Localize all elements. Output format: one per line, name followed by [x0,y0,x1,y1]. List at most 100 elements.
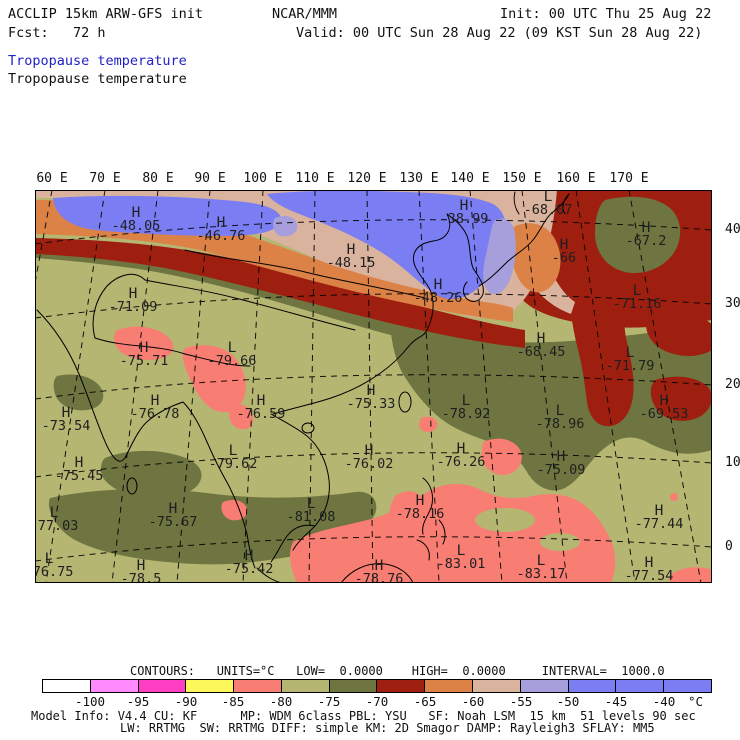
map-area: 60 E 70 E 80 E 90 E 100 E 110 E 120 E 130 E 140 … [35,171,740,583]
pressure-center-letter: H [364,443,374,459]
longitude-tick-label: 90 E [194,171,226,186]
pressure-center-value: -75.45 [54,468,104,484]
pressure-center-value: -83.17 [516,566,566,582]
pressure-center-value: -48.05 [111,218,161,234]
pressure-center-letter: H [139,340,149,356]
pressure-center-letter: L [49,505,59,521]
pressure-center-value: -68.45 [516,344,566,360]
pressure-center-value: -78.16 [395,506,445,522]
pressure-center-letter: L [555,403,565,419]
longitude-tick-label: 60 E [36,171,68,186]
pressure-center-marker: L -79.66 [207,341,257,369]
colorbar-cell [425,680,474,692]
pressure-center-value: -66 [551,250,577,266]
pressure-center-value: -75.67 [148,514,198,530]
pressure-center-value: -71.09 [108,299,158,315]
pressure-center-letter: H [536,331,546,347]
pressure-center-letter: H [168,501,178,517]
pressure-center-marker: H -78.16 [395,493,445,522]
pressure-center-marker: L -83.17 [516,554,566,582]
pressure-center-letter: H [346,242,356,258]
pressure-center-marker: L -71.79 [605,345,655,374]
pressure-center-value: -79.66 [207,353,257,369]
pressure-center-value: -71.79 [605,358,655,374]
longitude-tick-label: 100 E [243,171,283,186]
pressure-center-value: -69.53 [639,406,689,422]
longitude-tick-label: 130 E [399,171,439,186]
pressure-center-marker: H -69.53 [639,393,689,422]
colorbar-tick-label: -45 [604,694,628,709]
pressure-center-letter: H [131,205,141,221]
colorbar-cell [90,680,139,692]
pressure-center-marker: H -48.15 [326,242,376,271]
colorbar-cell [473,680,521,692]
pressure-center-value: -46.76 [196,228,246,244]
pressure-center-letter: H [366,383,376,399]
pressure-center-letter: H [256,393,266,409]
field-title-blue: Tropopause temperature [8,53,187,69]
pressure-center-letter: H [433,277,443,293]
pressure-center-letter: H [150,393,160,409]
pressure-center-letter: H [654,503,664,519]
pressure-center-letter: L [625,345,635,361]
pressure-center-marker: H -76.78 [131,393,180,421]
pressure-center-value: -75.33 [346,396,396,412]
pressure-center-letter: H [415,493,425,509]
colorbar-cell [281,680,330,692]
pressure-center-letter: L [456,543,466,559]
pressure-center-value: -75.71 [119,353,169,369]
pressure-center-marker: H -78.76 [354,558,404,583]
field-title-black: Tropopause temperature [8,71,187,87]
pressure-center-marker: L -68.07 [524,191,573,217]
colorbar-tick-label: -80 [269,694,293,709]
colorbar-cell [329,680,378,692]
model-name: ACCLIP 15km ARW-GFS init [8,6,204,22]
latitude-tick-label: 40 N [725,221,740,237]
pressure-center-letter: L [44,551,54,567]
pressure-center-value: -48.15 [326,255,376,271]
pressure-center-marker: H -73.54 [42,406,91,433]
colorbar-cell [186,680,235,692]
pressure-center-marker: H -78.5 [121,558,162,582]
pressure-center-marker: L -81.08 [287,497,336,524]
longitude-tick-label: 80 E [142,171,174,186]
pressure-center-marker: H -46.76 [196,216,246,244]
longitude-tick-label: 120 E [347,171,387,186]
init-time: Init: 00 UTC Thu 25 Aug 22 [500,6,712,22]
colorbar-tick-label: -50 [556,694,580,709]
colorbar-tick-label: -75 [317,694,341,709]
pressure-center-value: -77.54 [624,568,674,583]
pressure-center-value: -76.02 [344,456,394,472]
org-name: NCAR/MMM [272,6,338,22]
pressure-center-letter: L [461,393,471,409]
latlon-grid [36,191,711,582]
pressure-center-marker: H -48.26 [414,277,463,305]
pressure-center-value: -77.03 [36,518,79,534]
pressure-center-value: -71.16 [612,296,662,312]
latitude-tick-label: 0 [725,538,733,554]
pressure-center-value: -78.76 [354,571,404,583]
pressure-center-letter: H [459,198,469,214]
model-info-line2: LW: RRTMG SW: RRTMG DIFF: simple KM: 2D … [120,721,655,735]
pressure-center-letter: H [456,441,466,457]
pressure-center-marker: H -71.09 [108,287,158,315]
pressure-center-letter: H [644,555,654,571]
pressure-center-letter: H [244,548,254,564]
colorbar-tick-label: -95 [126,694,150,709]
colorbar-tick-label: -90 [174,694,198,709]
pressure-center-marker: H -75.33 [346,383,396,412]
model-info-line1: Model Info: V4.4 CU: KF MP: WDM 6class P… [31,709,696,723]
pressure-center-marker: H -76.26 [437,441,486,469]
pressure-center-marker: H -75.45 [54,456,104,484]
pressure-center-letter: H [374,558,384,574]
colorbar-cell [377,680,426,692]
colorbar-cell [520,680,569,692]
colorbar-tick-label: -40 [652,694,676,709]
pressure-center-letter: H [136,558,146,574]
pressure-center-marker: H -75.42 [225,548,274,576]
longitude-tick-label: 170 E [609,171,649,186]
pressure-center-marker: L -78.96 [536,403,585,431]
valid-time: Valid: 00 UTC Sun 28 Aug 22 (09 KST Sun … [296,25,703,41]
pressure-center-letter: H [659,393,669,409]
